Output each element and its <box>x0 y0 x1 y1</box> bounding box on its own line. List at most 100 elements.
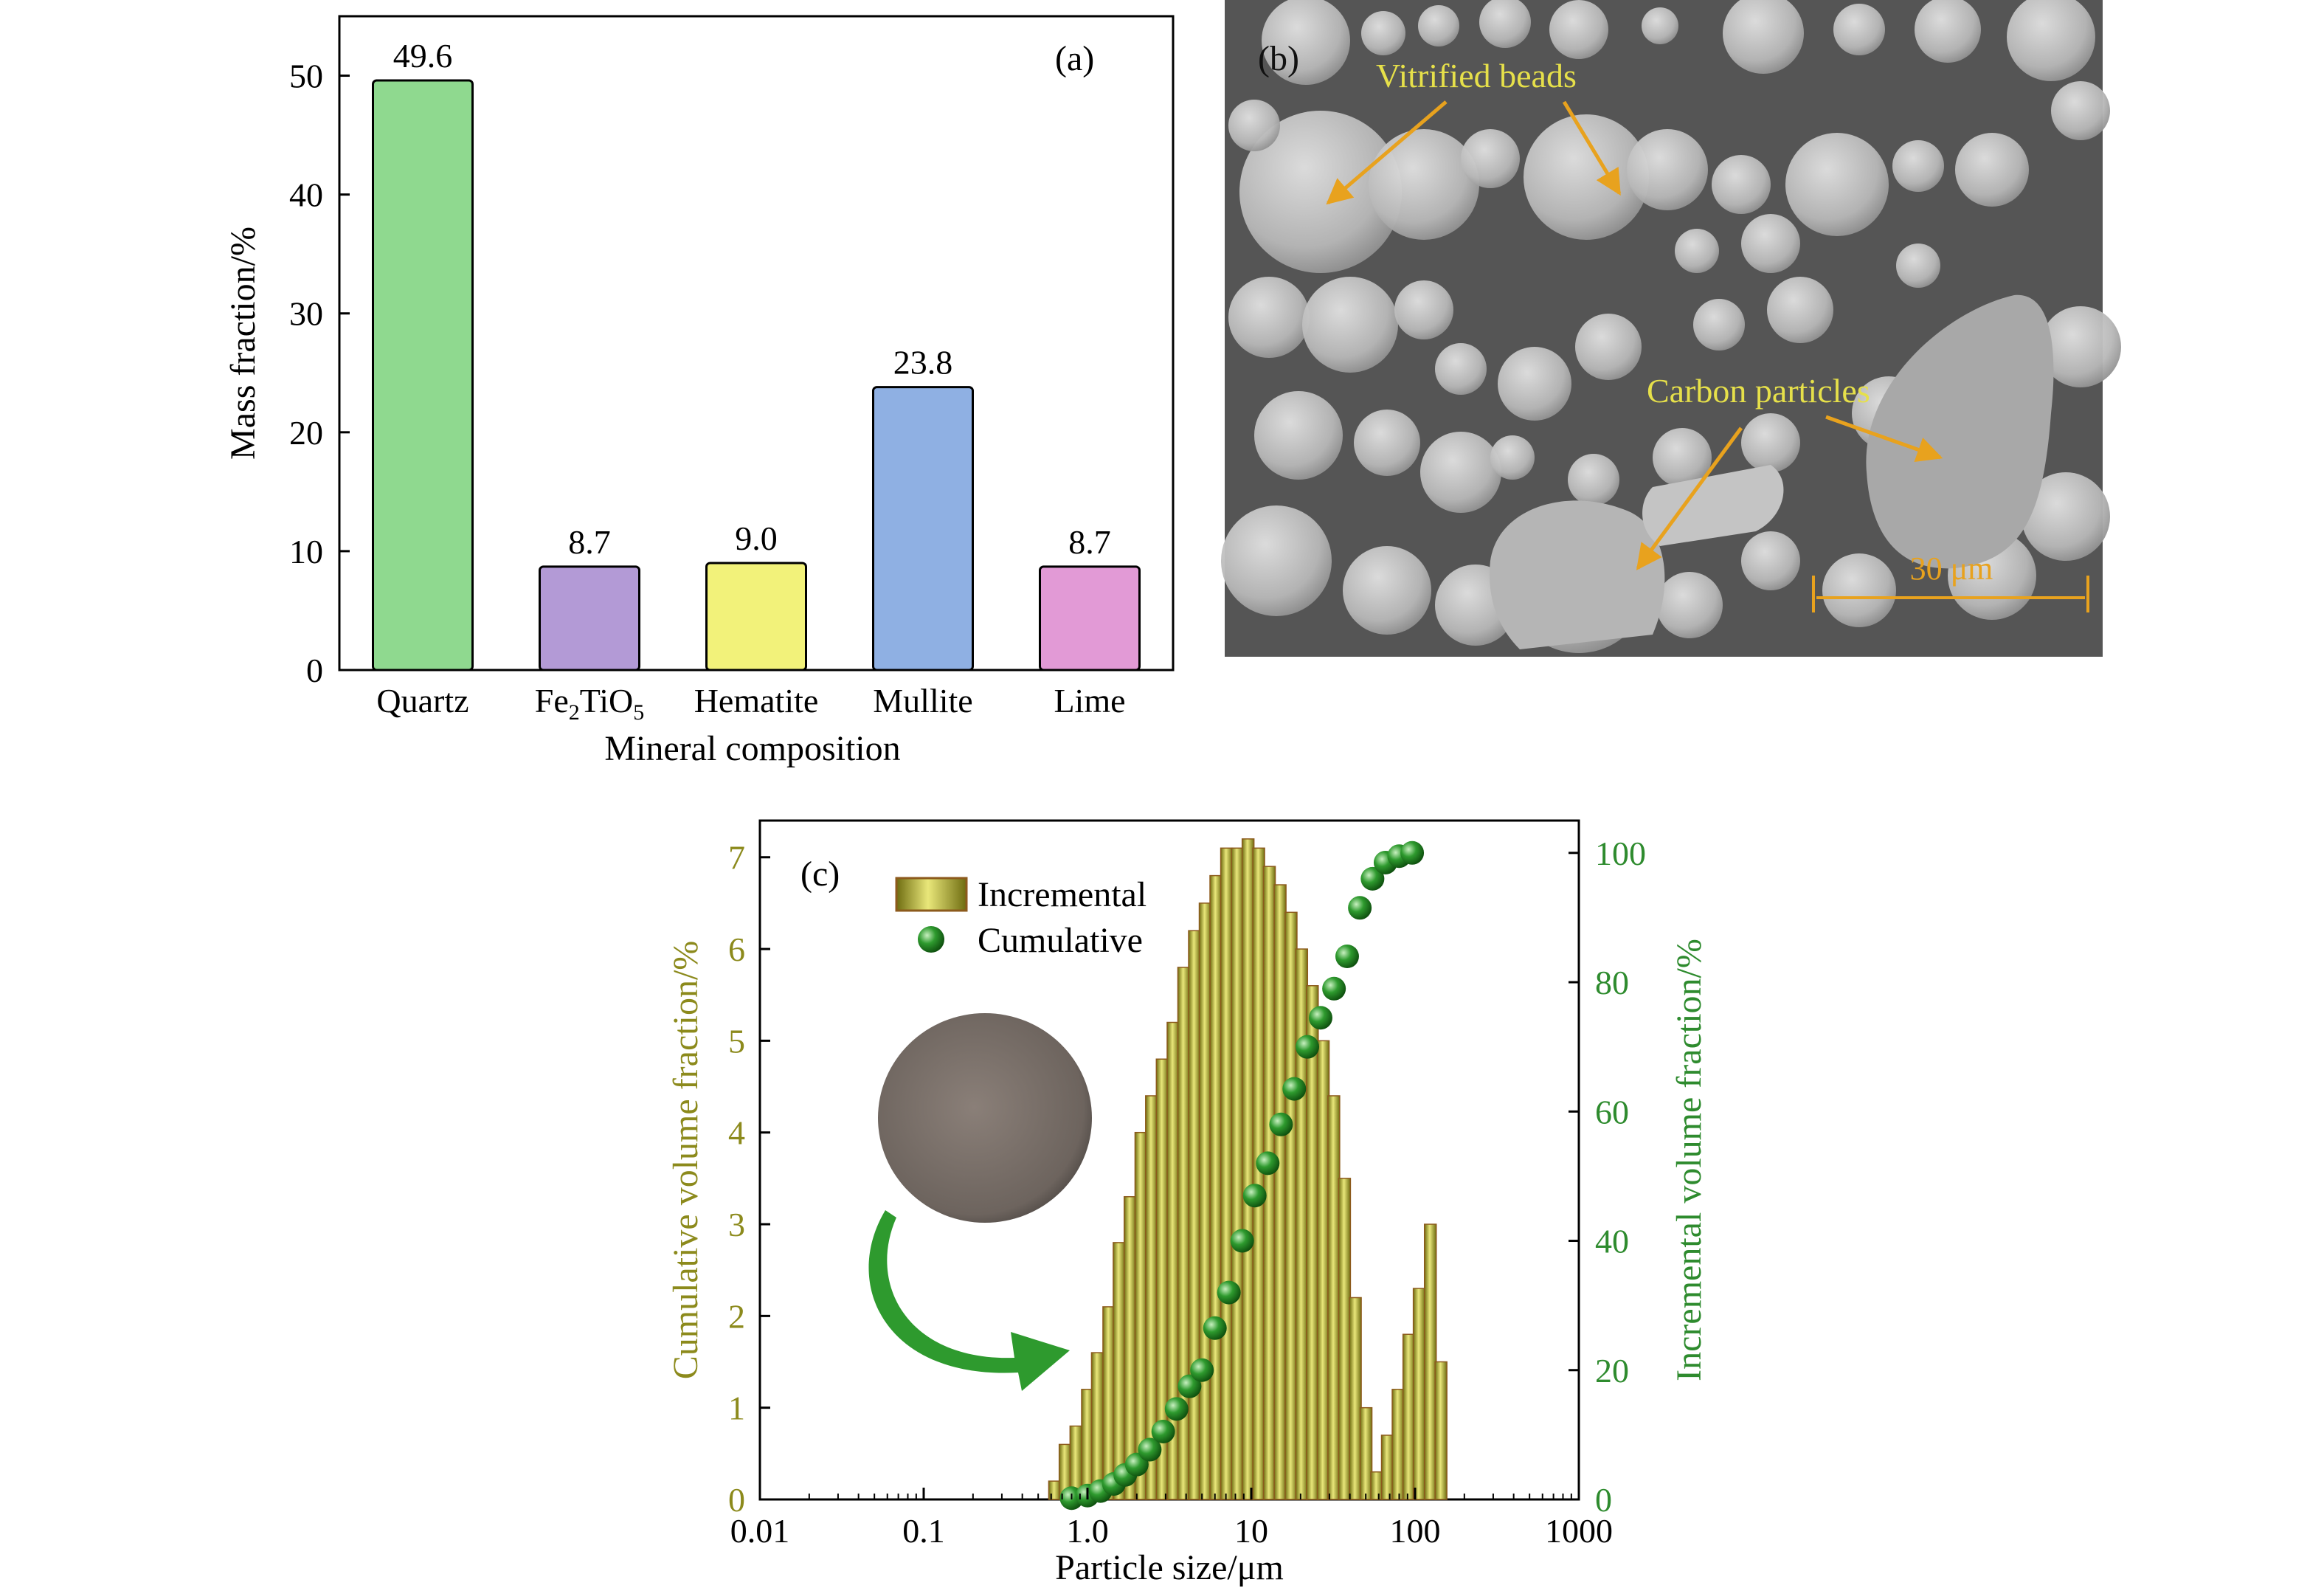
sem-particle-36 <box>1343 546 1431 635</box>
cumulative-point <box>1348 896 1372 920</box>
panel-a-y-axis-title: Mass fraction/% <box>224 227 263 460</box>
x-tick-label: 1000 <box>1545 1512 1613 1550</box>
incremental-bar <box>1198 902 1212 1500</box>
legend-swatch-incremental <box>895 877 968 912</box>
cumulative-point <box>1296 1035 1320 1059</box>
cumulative-point <box>1269 1112 1293 1136</box>
panel-a-tag: (a) <box>1055 39 1094 78</box>
panel-c-x-axis-title: Particle size/μm <box>1055 1548 1284 1587</box>
right-y-tick-label: 100 <box>1595 835 1646 872</box>
left-y-tick-label: 2 <box>728 1297 745 1335</box>
panel-a-category-labels: Quartz Fe2TiO5 Hematite Mullite Lime <box>376 682 1125 725</box>
panel-c-tag: (c) <box>800 855 840 894</box>
incremental-bar <box>1412 1288 1426 1500</box>
sem-scale-bar-label: 30 μm <box>1910 550 1993 587</box>
sem-particle-22 <box>1435 343 1487 395</box>
incremental-bar <box>1391 1389 1405 1500</box>
x-tick-label: 0.1 <box>902 1512 945 1550</box>
cumulative-point <box>1322 976 1346 1001</box>
bar-value-label: 8.7 <box>1068 523 1111 561</box>
right-y-tick-label: 20 <box>1595 1352 1629 1390</box>
panel-b-tag: (b) <box>1258 39 1299 78</box>
panel-b-sem-image: (b) Vitrified beads Carbon particles 30 … <box>1221 0 2121 657</box>
panel-a-bars: 49.6 8.7 9.0 23.8 8.7 <box>372 37 1141 672</box>
sem-particle-4 <box>1549 0 1608 59</box>
panel-a-y-axis-ticks: 0 10 20 30 40 50 <box>289 58 350 689</box>
incremental-bar <box>1113 1242 1126 1500</box>
sem-particle-26 <box>1767 277 1833 343</box>
panel-c-cumulative-points <box>1059 840 1425 1511</box>
cumulative-point <box>1400 840 1425 865</box>
incremental-bar <box>1090 1352 1104 1500</box>
incremental-bar <box>1306 985 1319 1500</box>
sem-particle-33 <box>1741 413 1800 472</box>
sem-particle-41 <box>1822 553 1896 627</box>
sem-particle-47 <box>1228 100 1280 151</box>
legend-label-cumulative: Cumulative <box>978 921 1143 960</box>
sample-disc-icon <box>878 1013 1092 1223</box>
bar-lime <box>1039 565 1141 672</box>
right-y-tick-label: 0 <box>1595 1481 1612 1519</box>
panel-c-psd-chart: 0.01 0.1 1.0 10 100 1000 0 1 2 3 4 5 6 7 0 20 40 60 80 10… <box>666 819 1709 1587</box>
y-tick-label-20: 20 <box>289 414 323 452</box>
sem-arrow-beads-1 <box>1326 100 1448 205</box>
bar-mullite <box>872 386 974 672</box>
x-tick-label: 0.01 <box>730 1512 790 1550</box>
y-tick-label-0: 0 <box>306 652 323 689</box>
sem-particle-12 <box>1461 129 1520 188</box>
sem-particle-10 <box>1239 111 1402 273</box>
panel-c-right-y-axis-ticks: 0 20 40 60 80 100 <box>1569 835 1646 1519</box>
inset-sample-image <box>868 1013 1092 1391</box>
sem-particle-40 <box>1741 531 1800 590</box>
cumulative-point <box>1230 1229 1254 1253</box>
panel-a-bar-chart: 0 10 20 30 40 50 49.6 8.7 9.0 23.8 8.7 Quartz Fe2T… <box>224 15 1175 768</box>
cumulative-point <box>1242 1184 1267 1208</box>
sem-particle-13 <box>1524 114 1649 240</box>
panel-c-legend: Incremental Cumulative <box>895 875 1147 960</box>
incremental-bar <box>1380 1435 1394 1500</box>
y-tick-label-50: 50 <box>289 58 323 95</box>
incremental-bar <box>1338 1178 1352 1500</box>
cumulative-point <box>1177 1374 1202 1398</box>
sem-particle-16 <box>1785 133 1889 236</box>
panel-c-left-y-axis-title: Cumulative volume fraction/% <box>666 941 705 1380</box>
sem-particle-28 <box>1354 410 1420 476</box>
incremental-bar <box>1359 1406 1373 1500</box>
sem-particle-31 <box>1568 454 1619 505</box>
sem-particle-32 <box>1653 428 1712 487</box>
incremental-bar <box>1188 930 1201 1500</box>
sem-particle-27 <box>1254 391 1343 480</box>
category-label: Hematite <box>694 682 819 719</box>
right-y-tick-label: 80 <box>1595 964 1629 1001</box>
sem-particle-20 <box>1302 277 1398 373</box>
incremental-bar <box>1423 1223 1437 1500</box>
incremental-bar <box>1295 948 1309 1500</box>
sem-particle-3 <box>1479 0 1531 48</box>
incremental-bar <box>1434 1361 1448 1500</box>
sem-particle-2 <box>1418 5 1459 46</box>
sem-carbon-particle-flake <box>1642 465 1784 546</box>
sem-particle-17 <box>1892 140 1944 192</box>
panel-c-left-y-axis-ticks: 0 1 2 3 4 5 6 7 <box>728 839 770 1519</box>
sem-particle-35 <box>1221 505 1332 616</box>
incremental-bar <box>1209 874 1222 1500</box>
bar-quartz <box>372 79 474 672</box>
sem-particle-43 <box>2022 472 2110 561</box>
incremental-bar <box>1349 1297 1362 1500</box>
left-y-tick-label: 6 <box>728 931 745 968</box>
y-tick-label-30: 30 <box>289 295 323 333</box>
cumulative-point <box>1203 1316 1227 1340</box>
bar-hematite <box>705 562 807 672</box>
bar-fe2tio5 <box>539 565 640 672</box>
sem-arrow-beads-2 <box>1562 100 1622 196</box>
incremental-bar <box>1231 847 1244 1500</box>
y-tick-label-40: 40 <box>289 176 323 214</box>
sem-particle-24 <box>1575 314 1642 380</box>
sem-particle-1 <box>1361 11 1405 55</box>
sem-scale-bar: 30 μm <box>1812 550 2089 612</box>
incremental-bar <box>1262 866 1276 1500</box>
panel-c-incremental-bars <box>1048 838 1448 1500</box>
sem-arrow-carbon-1 <box>1636 427 1743 570</box>
right-y-tick-label: 40 <box>1595 1223 1629 1260</box>
